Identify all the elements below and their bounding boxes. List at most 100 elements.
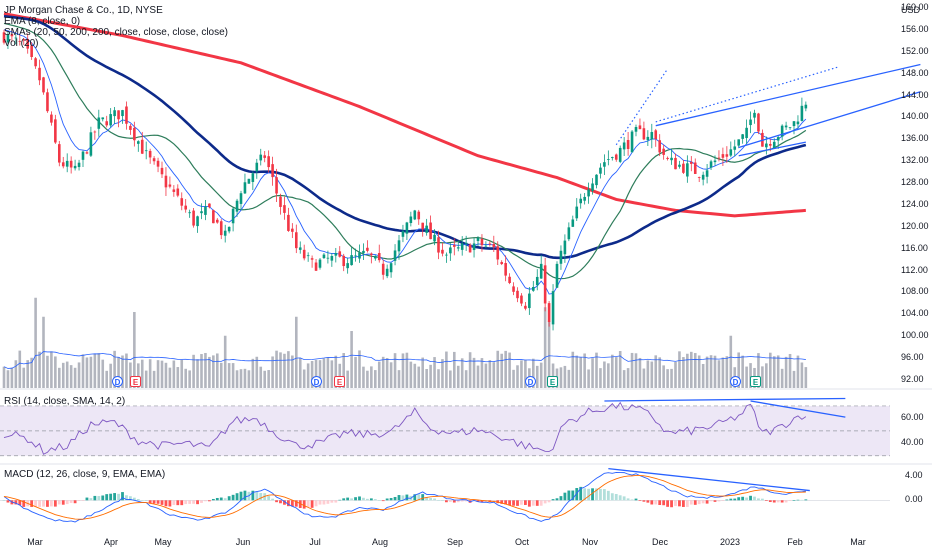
macd-histogram-bar [638, 500, 642, 501]
dividend-marker[interactable]: D [525, 376, 536, 387]
macd-histogram-bar [381, 500, 385, 502]
candle-body [583, 196, 586, 201]
macd-histogram-bar [452, 500, 456, 503]
trendline [738, 91, 921, 149]
macd-histogram-bar [235, 493, 239, 501]
volume-bar [295, 316, 298, 388]
candle-body [468, 244, 472, 253]
macd-histogram-bar [227, 496, 231, 501]
macd-histogram-bar [595, 488, 598, 501]
candle-body [733, 146, 737, 150]
candle-body [757, 113, 760, 132]
volume-bar [595, 352, 598, 388]
time-axis-tick: Feb [787, 537, 803, 547]
dividend-marker[interactable]: D [311, 376, 322, 387]
candle-body [330, 256, 334, 261]
macd-histogram-bar [543, 500, 547, 504]
macd-histogram-bar [140, 500, 144, 501]
volume-bar [168, 367, 172, 388]
candle-body [686, 163, 689, 177]
candle-body [571, 219, 575, 227]
earnings-marker[interactable]: E [750, 376, 761, 387]
sma200-line [3, 12, 806, 218]
volume-bar [476, 365, 480, 388]
macd-histogram-bar [792, 500, 796, 501]
candle-body [287, 214, 290, 231]
volume-bar [713, 355, 717, 388]
candle-body [101, 117, 105, 120]
macd-histogram-bar [164, 500, 168, 507]
candle-body [216, 219, 219, 223]
volume-bar [133, 312, 136, 388]
volume-bar [231, 363, 235, 388]
candle-body [626, 139, 630, 149]
candle-body [729, 149, 733, 156]
candle-body [405, 222, 409, 234]
volume-bar [693, 353, 697, 388]
time-axis-tick: Mar [850, 537, 866, 547]
candle-body [334, 253, 338, 256]
earnings-marker[interactable]: E [130, 376, 141, 387]
candle-body [310, 258, 314, 260]
macd-histogram-bar [749, 495, 752, 501]
candle-body [563, 240, 567, 255]
candle-body [10, 34, 14, 37]
volume-bar [539, 362, 543, 388]
price-axis-tick: 120.00 [901, 220, 929, 231]
macd-histogram-bar [504, 500, 508, 505]
time-axis-tick: Jul [309, 537, 321, 547]
macd-histogram-bar [318, 500, 322, 505]
macd-histogram-bar [34, 500, 37, 507]
macd-histogram-bar [757, 498, 760, 501]
candle-body [370, 253, 373, 256]
macd-histogram-bar [160, 500, 164, 505]
trendline [750, 400, 846, 418]
candle-body [705, 170, 709, 177]
volume-bar [121, 355, 124, 388]
dividend-marker[interactable]: D [112, 376, 123, 387]
macd-histogram-bar [298, 500, 302, 508]
candle-body [559, 250, 563, 264]
macd-histogram-bar [231, 494, 235, 501]
macd-histogram-bar [46, 500, 49, 507]
volume-bar [263, 370, 266, 388]
macd-histogram-bar [445, 500, 448, 503]
candle-body [326, 257, 330, 259]
earnings-marker[interactable]: E [547, 376, 558, 387]
volume-bar [678, 351, 681, 388]
price-axis-tick: 136.00 [901, 133, 929, 144]
rsi-line [3, 401, 807, 455]
macd-histogram-bar [713, 500, 717, 502]
price-axis-tick: 104.00 [901, 308, 929, 319]
time-axis-tick: Apr [103, 537, 119, 547]
candle-body [654, 130, 658, 140]
volume-bar [385, 358, 389, 388]
price-axis-tick: 100.00 [901, 330, 929, 341]
macd-histogram-bar [753, 496, 756, 501]
candle-body [484, 245, 488, 247]
volume-bar [144, 370, 148, 388]
macd-histogram-bar [38, 500, 41, 507]
candle-body [690, 162, 693, 164]
volume-bar [180, 359, 184, 388]
volume-bar [772, 356, 776, 388]
macd-histogram-bar [745, 497, 748, 501]
candle-body [745, 127, 748, 139]
candle-body [129, 125, 132, 130]
macd-histogram-bar [520, 500, 523, 505]
macd-histogram-bar [804, 499, 808, 501]
volume-bar [622, 370, 626, 388]
time-axis-tick: Aug [371, 537, 389, 547]
volume-bar [137, 363, 140, 388]
volume-bar [464, 370, 468, 388]
dividend-marker[interactable]: D [730, 376, 741, 387]
time-axis-tick: Nov [581, 537, 599, 547]
macd-histogram-bar [350, 498, 353, 501]
volume-bar [409, 361, 413, 388]
earnings-marker[interactable]: E [334, 376, 345, 387]
macd-histogram-bar [136, 499, 140, 501]
candle-body [65, 160, 69, 167]
volume-bar [227, 363, 231, 388]
volume-bar [259, 366, 263, 388]
